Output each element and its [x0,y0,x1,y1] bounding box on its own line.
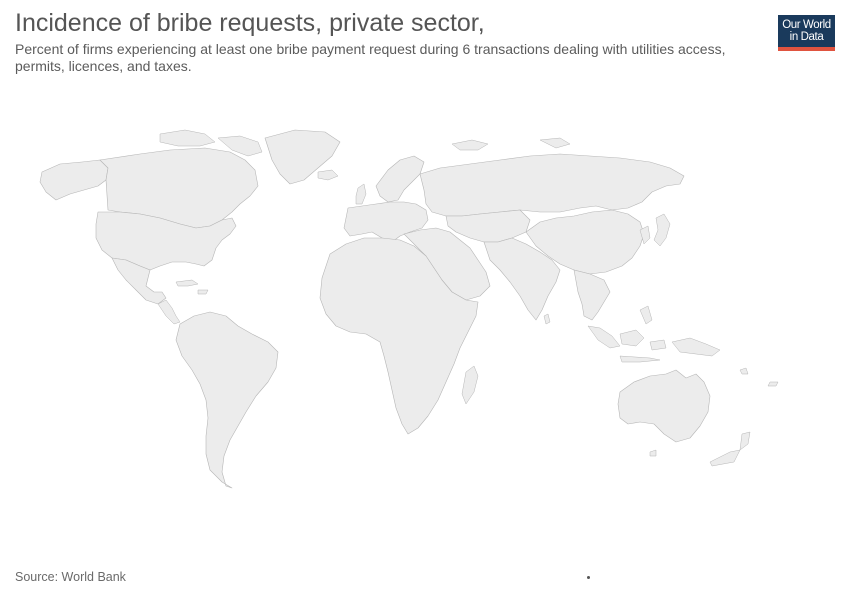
sri-lanka-region[interactable] [543,313,551,325]
logo-line-2: in Data [789,31,824,43]
alaska-region[interactable] [39,159,109,201]
south-asia-region[interactable] [483,237,561,321]
canada-region[interactable] [99,147,259,229]
madagascar-region[interactable] [461,365,479,405]
iceland-region[interactable] [317,169,339,181]
uk-region[interactable] [355,183,367,205]
map-marker-dot [587,576,590,579]
maritime-asia-region[interactable] [587,305,721,363]
logo-line-1: Our World [782,19,831,31]
chart-title: Incidence of bribe requests, private sec… [15,9,485,37]
chart-subtitle: Percent of firms experiencing at least o… [15,41,726,74]
africa-region[interactable] [319,237,479,435]
china-region[interactable] [525,209,645,275]
southeast-asia-region[interactable] [573,269,611,321]
mexico-region[interactable] [111,257,167,305]
western-europe-region[interactable] [343,201,429,243]
central-america-region[interactable] [157,299,181,325]
source-note: Source: World Bank [15,570,126,584]
central-asia-region[interactable] [445,209,531,243]
scandinavia-region[interactable] [375,155,425,203]
australia-region[interactable] [617,369,711,443]
canada-islands[interactable] [159,129,263,157]
owid-logo[interactable]: Our World in Data [778,15,835,51]
russia-region[interactable] [419,153,685,217]
russia-islands[interactable] [451,137,571,151]
south-america-region[interactable] [175,311,279,489]
new-zealand-region[interactable] [709,431,751,467]
greenland-region[interactable] [264,129,341,185]
caribbean-region[interactable] [175,279,209,295]
world-map[interactable] [0,120,850,510]
pacific-islands[interactable] [649,367,779,457]
korea-japan-region[interactable] [639,213,671,247]
